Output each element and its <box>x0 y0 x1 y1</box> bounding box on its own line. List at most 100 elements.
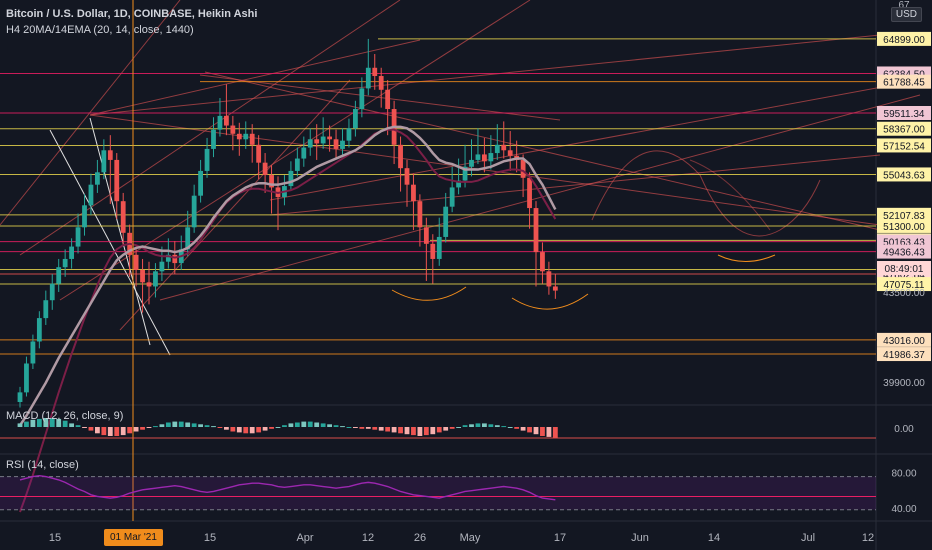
candle-body <box>449 187 455 207</box>
candle-body <box>436 236 442 259</box>
macd-bar <box>546 427 552 437</box>
trend-line <box>89 114 881 226</box>
price-level-label: 47075.11 <box>884 280 925 291</box>
candle-body <box>417 201 423 228</box>
macd-bar <box>288 423 294 427</box>
candle-body <box>385 89 391 110</box>
macd-bar <box>540 427 545 436</box>
trend-line <box>0 0 181 226</box>
macd-bar <box>262 427 268 431</box>
rsi-axis-label: 40.00 <box>891 504 916 515</box>
trend-line <box>49 129 171 356</box>
macd-bar <box>372 427 378 430</box>
macd-bar <box>398 427 403 434</box>
x-tick-label: 26 <box>414 532 426 544</box>
indicator-legend: H4 20MA/14EMA (20, 14, close, 1440) <box>6 24 194 36</box>
candle-body <box>365 67 371 89</box>
candle-body <box>456 180 461 188</box>
price-level-tag <box>877 167 931 182</box>
candle-body <box>217 115 223 130</box>
macd-bar <box>236 427 242 433</box>
macd-bar <box>488 424 494 427</box>
candle-body <box>43 300 49 319</box>
macd-bar <box>430 427 436 435</box>
candle-body <box>443 206 449 237</box>
currency-badge[interactable]: USD <box>890 7 922 22</box>
x-tick-label: 12 <box>862 532 874 544</box>
candle-body <box>101 150 107 173</box>
price-level-label: 61788.45 <box>883 78 925 89</box>
macd-bar <box>49 418 55 427</box>
macd-bar <box>88 427 94 431</box>
candle-body <box>146 282 152 287</box>
candle-body <box>423 227 429 244</box>
candle-body <box>107 150 113 160</box>
candle-body <box>24 363 29 393</box>
candle-body <box>140 269 145 283</box>
macd-axis-label: 0.00 <box>894 424 914 435</box>
trend-line <box>269 154 881 216</box>
macd-bar <box>417 427 423 436</box>
candle-body <box>256 144 262 163</box>
curve-annotation <box>591 150 821 237</box>
x-tick-label: Jul <box>801 532 815 544</box>
candle-body <box>533 208 539 253</box>
price-level-tag <box>877 31 931 46</box>
macd-bar <box>127 427 133 434</box>
macd-bar <box>243 427 249 434</box>
macd-bar <box>443 427 449 431</box>
candle-body <box>482 154 487 162</box>
candle-body <box>236 133 242 140</box>
candle-body <box>230 125 236 134</box>
candle-body <box>172 254 178 264</box>
macd-bar <box>365 427 371 429</box>
candle-body <box>17 392 23 402</box>
candle-body <box>552 286 558 291</box>
price-level-label: 64899.00 <box>883 35 925 46</box>
macd-bar <box>411 427 416 436</box>
macd-bar <box>514 427 520 429</box>
candle-body <box>269 175 274 188</box>
crosshair-date-label: 01 Mar '21 <box>104 529 163 546</box>
candle-body <box>198 170 203 196</box>
candle-body <box>288 170 294 187</box>
macd-bar <box>475 423 481 427</box>
macd-bar <box>75 425 81 427</box>
candle-body <box>320 136 326 144</box>
macd-bar <box>198 424 203 427</box>
price-level-tag <box>877 121 931 136</box>
x-tick-label: Jun <box>631 532 649 544</box>
macd-bar <box>114 427 120 436</box>
price-level-label: 52107.83 <box>883 211 925 222</box>
macd-bar <box>178 421 184 427</box>
price-axis-label: 08:49:01 <box>885 264 924 275</box>
countdown-tag <box>877 261 931 275</box>
macd-bar <box>107 427 113 436</box>
symbol-legend: Bitcoin / U.S. Dollar, 1D, COINBASE, Hei… <box>6 8 258 20</box>
macd-bar <box>301 421 307 427</box>
candle-body <box>30 341 36 364</box>
x-tick-label: May <box>460 532 481 544</box>
price-level-label: 51300.00 <box>883 222 925 233</box>
macd-bar <box>320 423 326 427</box>
price-axis-label: 43500.00 <box>883 288 925 299</box>
price-axis-label: 39900.00 <box>883 378 925 389</box>
candle-body <box>211 129 216 149</box>
candle-body <box>62 258 68 268</box>
candle-body <box>224 115 229 126</box>
candle-body <box>185 227 191 250</box>
macd-bar <box>482 423 487 427</box>
macd-bar <box>256 427 262 433</box>
candle-body <box>353 109 358 129</box>
macd-bar <box>501 426 507 428</box>
price-level-tag <box>877 138 931 153</box>
ma-line <box>18 125 557 427</box>
candle-body <box>346 128 352 141</box>
price-level-tag <box>877 207 931 222</box>
candle-body <box>120 201 126 233</box>
price-level-tag <box>877 332 931 347</box>
macd-bar <box>133 427 139 432</box>
candle-body <box>494 144 500 154</box>
